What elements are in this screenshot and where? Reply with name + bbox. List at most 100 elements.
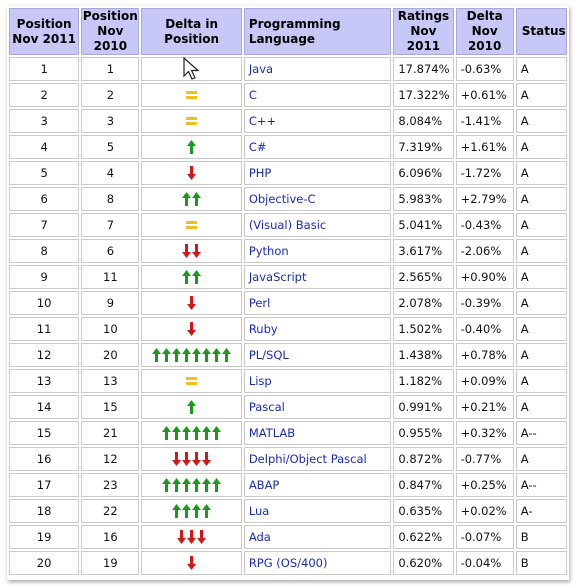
header-language[interactable]: Programming Language [243, 8, 392, 55]
arrow-up-icon [172, 478, 182, 492]
cell-position-2010: 20 [81, 343, 140, 367]
cell-status: A-- [515, 421, 567, 445]
cell-position-2010: 10 [81, 317, 140, 341]
cell-language[interactable]: C++ [243, 109, 392, 133]
cell-status: A [515, 213, 567, 237]
cell-language[interactable]: Java [243, 57, 392, 81]
position-change-indicator [142, 242, 240, 260]
cell-position-2010: 7 [81, 213, 140, 237]
position-change-indicator [142, 216, 240, 234]
cell-delta: +0.90% [455, 265, 514, 289]
cell-delta: +0.78% [455, 343, 514, 367]
table-row: 2 2 C 17.322% +0.61% A [9, 83, 567, 107]
cell-language[interactable]: RPG (OS/400) [243, 551, 392, 575]
arrow-up-icon [212, 348, 222, 362]
table-row: 11 10 Ruby 1.502% -0.40% A [9, 317, 567, 341]
cell-language[interactable]: Lua [243, 499, 392, 523]
cell-position-2010: 23 [81, 473, 140, 497]
cell-language[interactable]: C# [243, 135, 392, 159]
cell-status: A [515, 395, 567, 419]
cell-language[interactable]: Ada [243, 525, 392, 549]
cell-position-2011: 14 [9, 395, 80, 419]
cell-rating: 1.182% [393, 369, 454, 393]
cell-status: A [515, 317, 567, 341]
cell-delta-position [141, 239, 242, 263]
table-row: 9 11 JavaScript 2.565% +0.90% A [9, 265, 567, 289]
cell-rating: 0.872% [393, 447, 454, 471]
cell-language[interactable]: JavaScript [243, 265, 392, 289]
arrow-up-icon [182, 426, 192, 440]
header-delta[interactable]: Delta Nov 2010 [455, 8, 514, 55]
header-status[interactable]: Status [515, 8, 567, 55]
cell-delta: -0.04% [455, 551, 514, 575]
arrow-up-icon [182, 270, 192, 284]
arrow-up-icon [187, 140, 197, 154]
cell-delta-position [141, 395, 242, 419]
cell-language[interactable]: ABAP [243, 473, 392, 497]
cell-delta-position [141, 213, 242, 237]
arrow-up-icon [192, 426, 202, 440]
cell-rating: 0.622% [393, 525, 454, 549]
cell-status: A-- [515, 473, 567, 497]
cell-position-2011: 20 [9, 551, 80, 575]
cell-rating: 0.635% [393, 499, 454, 523]
cell-delta: -0.77% [455, 447, 514, 471]
cell-position-2011: 15 [9, 421, 80, 445]
arrow-up-icon [222, 348, 232, 362]
cell-position-2011: 6 [9, 187, 80, 211]
cell-status: A [515, 161, 567, 185]
header-delta-position[interactable]: Delta in Position [141, 8, 242, 55]
header-position-2011[interactable]: Position Nov 2011 [9, 8, 80, 55]
cell-rating: 1.502% [393, 317, 454, 341]
cell-delta: +0.32% [455, 421, 514, 445]
cell-status: A [515, 447, 567, 471]
cell-delta: -0.39% [455, 291, 514, 315]
cell-delta-position [141, 369, 242, 393]
table-row: 10 9 Perl 2.078% -0.39% A [9, 291, 567, 315]
cell-rating: 7.319% [393, 135, 454, 159]
arrow-down-icon [182, 452, 192, 466]
cell-position-2011: 5 [9, 161, 80, 185]
cell-position-2010: 15 [81, 395, 140, 419]
table-row: 14 15 Pascal 0.991% +0.21% A [9, 395, 567, 419]
cell-position-2010: 9 [81, 291, 140, 315]
header-position-2010[interactable]: Position Nov 2010 [81, 8, 140, 55]
cell-delta-position [141, 499, 242, 523]
position-change-indicator [142, 476, 240, 494]
cell-delta-position [141, 135, 242, 159]
cell-delta-position [141, 57, 242, 81]
cell-language[interactable]: Python [243, 239, 392, 263]
cell-language[interactable]: Delphi/Object Pascal [243, 447, 392, 471]
position-change-indicator [142, 268, 240, 286]
arrow-down-icon [187, 530, 197, 544]
table-row: 13 13 Lisp 1.182% +0.09% A [9, 369, 567, 393]
cell-status: A [515, 369, 567, 393]
cell-language[interactable]: PL/SQL [243, 343, 392, 367]
cell-language[interactable]: PHP [243, 161, 392, 185]
cell-position-2011: 3 [9, 109, 80, 133]
cell-position-2010: 12 [81, 447, 140, 471]
cell-position-2010: 8 [81, 187, 140, 211]
table-row: 5 4 PHP 6.096% -1.72% A [9, 161, 567, 185]
arrow-up-icon [202, 348, 212, 362]
cell-delta: -2.06% [455, 239, 514, 263]
cell-language[interactable]: Lisp [243, 369, 392, 393]
arrow-up-icon [152, 348, 162, 362]
cell-language[interactable]: Objective-C [243, 187, 392, 211]
table-row: 1 1 Java 17.874% -0.63% A [9, 57, 567, 81]
tiobe-table-panel: Position Nov 2011 Position Nov 2010 Delt… [7, 6, 569, 580]
cell-language[interactable]: Perl [243, 291, 392, 315]
cell-position-2011: 11 [9, 317, 80, 341]
cell-language[interactable]: Ruby [243, 317, 392, 341]
position-change-indicator [142, 112, 240, 130]
arrow-down-icon [182, 244, 192, 258]
table-row: 18 22 Lua 0.635% +0.02% A- [9, 499, 567, 523]
cell-language[interactable]: (Visual) Basic [243, 213, 392, 237]
cell-delta-position [141, 447, 242, 471]
cell-language[interactable]: MATLAB [243, 421, 392, 445]
arrow-down-icon [187, 322, 197, 336]
cell-language[interactable]: Pascal [243, 395, 392, 419]
cell-position-2011: 12 [9, 343, 80, 367]
cell-language[interactable]: C [243, 83, 392, 107]
header-ratings[interactable]: Ratings Nov 2011 [393, 8, 454, 55]
